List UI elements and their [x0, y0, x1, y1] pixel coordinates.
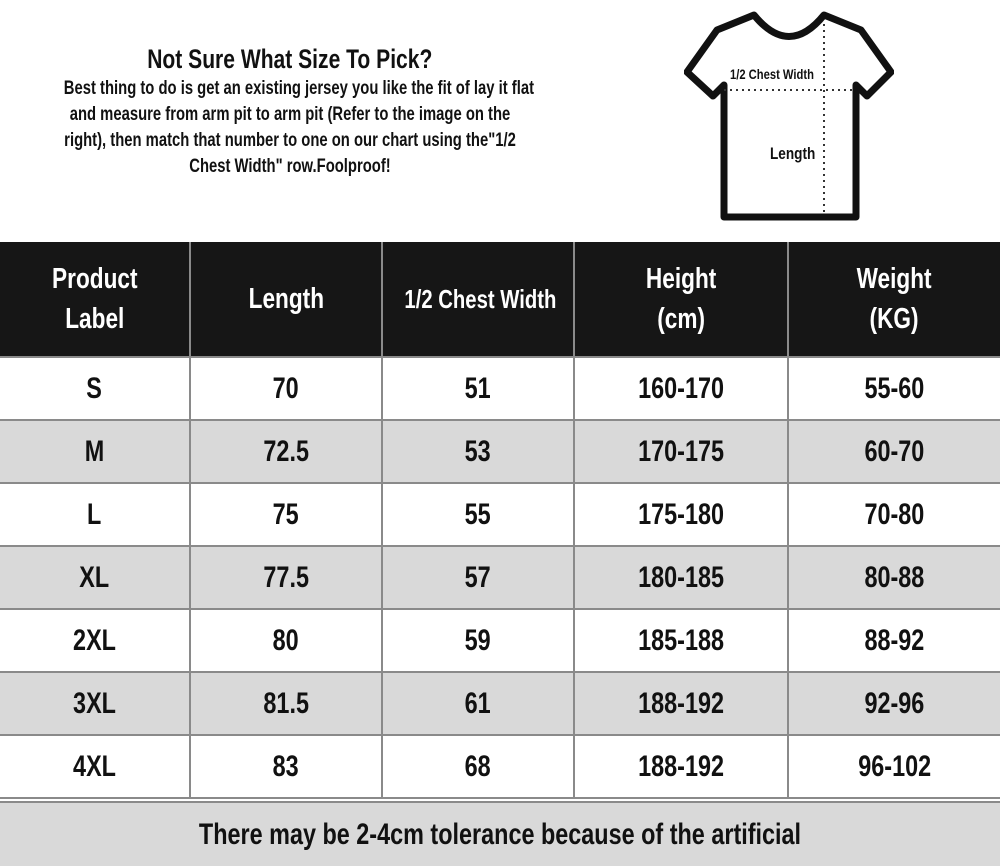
cell-height: 160-170: [573, 356, 789, 421]
cell-length: 72.5: [189, 419, 383, 484]
cell-height: 180-185: [573, 545, 789, 610]
cell-size: XL: [0, 545, 191, 610]
table-row: L 75 55 175-180 70-80: [0, 482, 1000, 547]
chest-width-label: 1/2 Chest Width: [730, 66, 814, 82]
table-row: M 72.5 53 170-175 60-70: [0, 419, 1000, 484]
cell-weight: 92-96: [787, 671, 1000, 736]
cell-size: 3XL: [0, 671, 191, 736]
cell-size: M: [0, 419, 191, 484]
cell-weight: 70-80: [787, 482, 1000, 547]
t-shirt-measurement-icon: 1/2 Chest Width Length: [683, 6, 895, 226]
intro-text: Not Sure What Size To Pick? Best thing t…: [0, 42, 580, 180]
cell-chest-width: 51: [381, 356, 575, 421]
header-chest-width: 1/2 Chest Width: [381, 242, 575, 358]
cell-weight: 55-60: [787, 356, 1000, 421]
header-height: Height (cm): [573, 242, 789, 358]
cell-height: 185-188: [573, 608, 789, 673]
table-row: S 70 51 160-170 55-60: [0, 356, 1000, 421]
tolerance-note: There may be 2-4cm tolerance because of …: [0, 801, 1000, 866]
cell-height: 188-192: [573, 671, 789, 736]
size-chart-table: Product Label Length 1/2 Chest Width Heig…: [0, 242, 1000, 799]
cell-weight: 88-92: [787, 608, 1000, 673]
length-label: Length: [770, 144, 816, 163]
cell-size: 4XL: [0, 734, 191, 799]
cell-chest-width: 55: [381, 482, 575, 547]
cell-weight: 80-88: [787, 545, 1000, 610]
cell-weight: 60-70: [787, 419, 1000, 484]
cell-chest-width: 53: [381, 419, 575, 484]
cell-weight: 96-102: [787, 734, 1000, 799]
intro-line: and measure from arm pit to arm pit (Ref…: [69, 104, 511, 125]
cell-size: S: [0, 356, 191, 421]
header-weight: Weight (KG): [787, 242, 1000, 358]
cell-length: 70: [189, 356, 383, 421]
intro-line: Chest Width" row.Foolproof!: [189, 156, 391, 177]
header-product-label: Product Label: [0, 242, 191, 358]
table-row: 3XL 81.5 61 188-192 92-96: [0, 671, 1000, 736]
table-row: 2XL 80 59 185-188 88-92: [0, 608, 1000, 673]
table-row: XL 77.5 57 180-185 80-88: [0, 545, 1000, 610]
cell-length: 83: [189, 734, 383, 799]
cell-length: 77.5: [189, 545, 383, 610]
cell-height: 175-180: [573, 482, 789, 547]
cell-chest-width: 59: [381, 608, 575, 673]
cell-chest-width: 68: [381, 734, 575, 799]
intro-line: right), then match that number to one on…: [64, 130, 516, 151]
cell-length: 81.5: [189, 671, 383, 736]
cell-height: 188-192: [573, 734, 789, 799]
cell-chest-width: 61: [381, 671, 575, 736]
header-row: Product Label Length 1/2 Chest Width Heig…: [0, 242, 1000, 358]
cell-height: 170-175: [573, 419, 789, 484]
intro-line: Best thing to do is get an existing jers…: [63, 78, 535, 99]
cell-length: 80: [189, 608, 383, 673]
header-length: Length: [189, 242, 383, 358]
intro-title: Not Sure What Size To Pick?: [147, 44, 433, 74]
t-shirt-outline-icon: [683, 11, 895, 221]
cell-size: L: [0, 482, 191, 547]
cell-length: 75: [189, 482, 383, 547]
cell-chest-width: 57: [381, 545, 575, 610]
cell-size: 2XL: [0, 608, 191, 673]
table-row: 4XL 83 68 188-192 96-102: [0, 734, 1000, 799]
